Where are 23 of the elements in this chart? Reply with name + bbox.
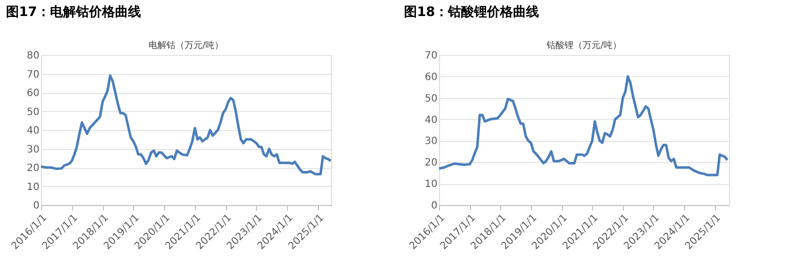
y-tick-label: 0	[33, 200, 40, 212]
y-tick-label: 20	[26, 163, 40, 174]
y-tick-label: 0	[431, 200, 438, 212]
y-tick-label: 40	[424, 114, 438, 126]
y-tick-label: 80	[26, 50, 40, 62]
y-tick-label: 30	[424, 136, 438, 148]
y-tick-label: 40	[26, 126, 40, 136]
y-tick-label: 70	[424, 50, 438, 62]
y-tick-label: 50	[424, 93, 438, 104]
chart-subtitle: 钴酸锂（万元/吨）	[545, 40, 622, 51]
y-tick-label: 50	[26, 106, 40, 118]
y-tick-label: 60	[424, 72, 438, 83]
line-series	[438, 75, 729, 176]
y-tick-label: 70	[26, 69, 40, 80]
line-series	[40, 74, 332, 176]
chart-title: 图18：钴酸锂价格曲线	[404, 4, 540, 20]
y-tick-label: 60	[26, 88, 40, 99]
chart-subtitle: 电解钴（万元/吨）	[148, 40, 224, 51]
y-tick-label: 10	[424, 179, 438, 190]
chart-title: 图17：电解钴价格曲线	[6, 5, 142, 20]
y-tick-label: 30	[26, 144, 40, 156]
y-tick-label: 10	[26, 182, 40, 193]
y-tick-label: 20	[424, 158, 438, 169]
